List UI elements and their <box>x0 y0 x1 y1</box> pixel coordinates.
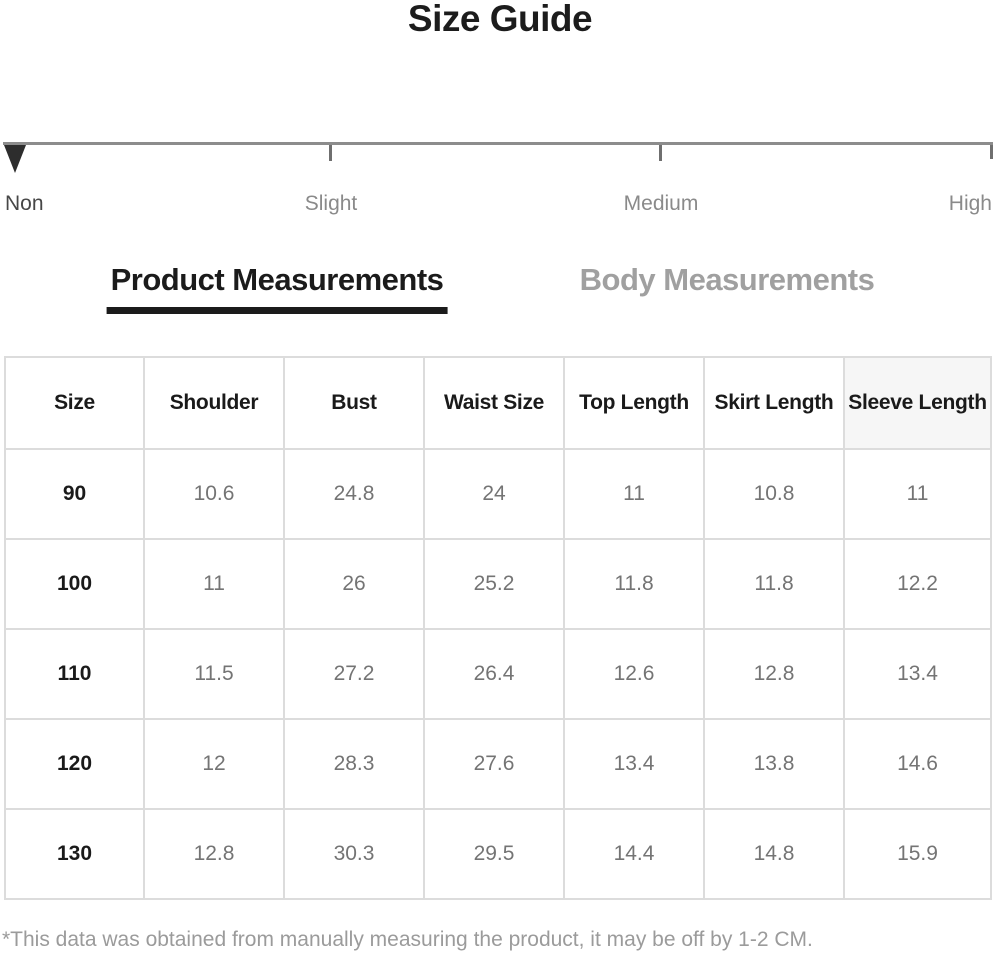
column-header-size: Size <box>4 356 145 450</box>
scale-tick-medium <box>659 145 662 161</box>
scale-label-non: Non <box>5 192 44 215</box>
column-header-skirt-length: Skirt Length <box>703 356 845 450</box>
cell-bust: 26 <box>283 538 425 630</box>
column-header-shoulder: Shoulder <box>143 356 285 450</box>
cell-skirt-length: 12.8 <box>703 628 845 720</box>
cell-shoulder: 12.8 <box>143 808 285 900</box>
size-table-container: Size Shoulder Bust Waist Size Top Length… <box>4 356 992 900</box>
cell-top-length: 13.4 <box>563 718 705 810</box>
table-row-size-110: 110 11.5 27.2 26.4 12.6 12.8 13.4 <box>4 628 992 720</box>
scale-label-medium: Medium <box>623 192 699 215</box>
cell-bust: 30.3 <box>283 808 425 900</box>
cell-bust: 28.3 <box>283 718 425 810</box>
cell-shoulder: 11.5 <box>143 628 285 720</box>
cell-waist-size: 25.2 <box>423 538 565 630</box>
measurement-disclaimer: *This data was obtained from manually me… <box>2 928 813 951</box>
cell-top-length: 11.8 <box>563 538 705 630</box>
cell-skirt-length: 13.8 <box>703 718 845 810</box>
scale-pointer-triangle-icon <box>4 145 26 173</box>
cell-bust: 24.8 <box>283 448 425 540</box>
cell-shoulder: 10.6 <box>143 448 285 540</box>
table-row-size-90: 90 10.6 24.8 24 11 10.8 11 <box>4 448 992 540</box>
size-cell: 100 <box>4 538 145 630</box>
cell-waist-size: 24 <box>423 448 565 540</box>
table-header-row: Size Shoulder Bust Waist Size Top Length… <box>4 356 992 450</box>
cell-waist-size: 26.4 <box>423 628 565 720</box>
cell-skirt-length: 14.8 <box>703 808 845 900</box>
cell-top-length: 11 <box>563 448 705 540</box>
column-header-sleeve-length: Sleeve Length <box>843 356 992 450</box>
column-header-bust: Bust <box>283 356 425 450</box>
scale-line <box>3 142 993 145</box>
cell-shoulder: 12 <box>143 718 285 810</box>
size-cell: 110 <box>4 628 145 720</box>
size-cell: 90 <box>4 448 145 540</box>
section-title-product-measurements: Product Measurements <box>106 262 448 314</box>
size-table: Size Shoulder Bust Waist Size Top Length… <box>4 356 992 900</box>
cell-sleeve-length: 15.9 <box>843 808 992 900</box>
cell-sleeve-length: 12.2 <box>843 538 992 630</box>
column-header-top-length: Top Length <box>563 356 705 450</box>
fit-scale: Non Slight Medium High <box>0 0 1000 230</box>
cell-skirt-length: 10.8 <box>703 448 845 540</box>
cell-shoulder: 11 <box>143 538 285 630</box>
table-row-size-100: 100 11 26 25.2 11.8 11.8 12.2 <box>4 538 992 630</box>
scale-tick-high <box>990 145 993 159</box>
table-row-size-130: 130 12.8 30.3 29.5 14.4 14.8 15.9 <box>4 808 992 900</box>
cell-sleeve-length: 11 <box>843 448 992 540</box>
page-title: Size Guide <box>407 0 593 39</box>
section-title-body-measurements: Body Measurements <box>579 262 875 297</box>
cell-bust: 27.2 <box>283 628 425 720</box>
cell-top-length: 12.6 <box>563 628 705 720</box>
cell-sleeve-length: 13.4 <box>843 628 992 720</box>
cell-sleeve-length: 14.6 <box>843 718 992 810</box>
size-cell: 130 <box>4 808 145 900</box>
cell-top-length: 14.4 <box>563 808 705 900</box>
size-cell: 120 <box>4 718 145 810</box>
scale-tick-slight <box>329 145 332 161</box>
scale-label-high: High <box>948 192 992 215</box>
scale-label-slight: Slight <box>304 192 358 215</box>
cell-waist-size: 27.6 <box>423 718 565 810</box>
column-header-waist-size: Waist Size <box>423 356 565 450</box>
section-headers: Product Measurements Body Measurements <box>0 262 1000 332</box>
cell-skirt-length: 11.8 <box>703 538 845 630</box>
table-row-size-120: 120 12 28.3 27.6 13.4 13.8 14.6 <box>4 718 992 810</box>
cell-waist-size: 29.5 <box>423 808 565 900</box>
